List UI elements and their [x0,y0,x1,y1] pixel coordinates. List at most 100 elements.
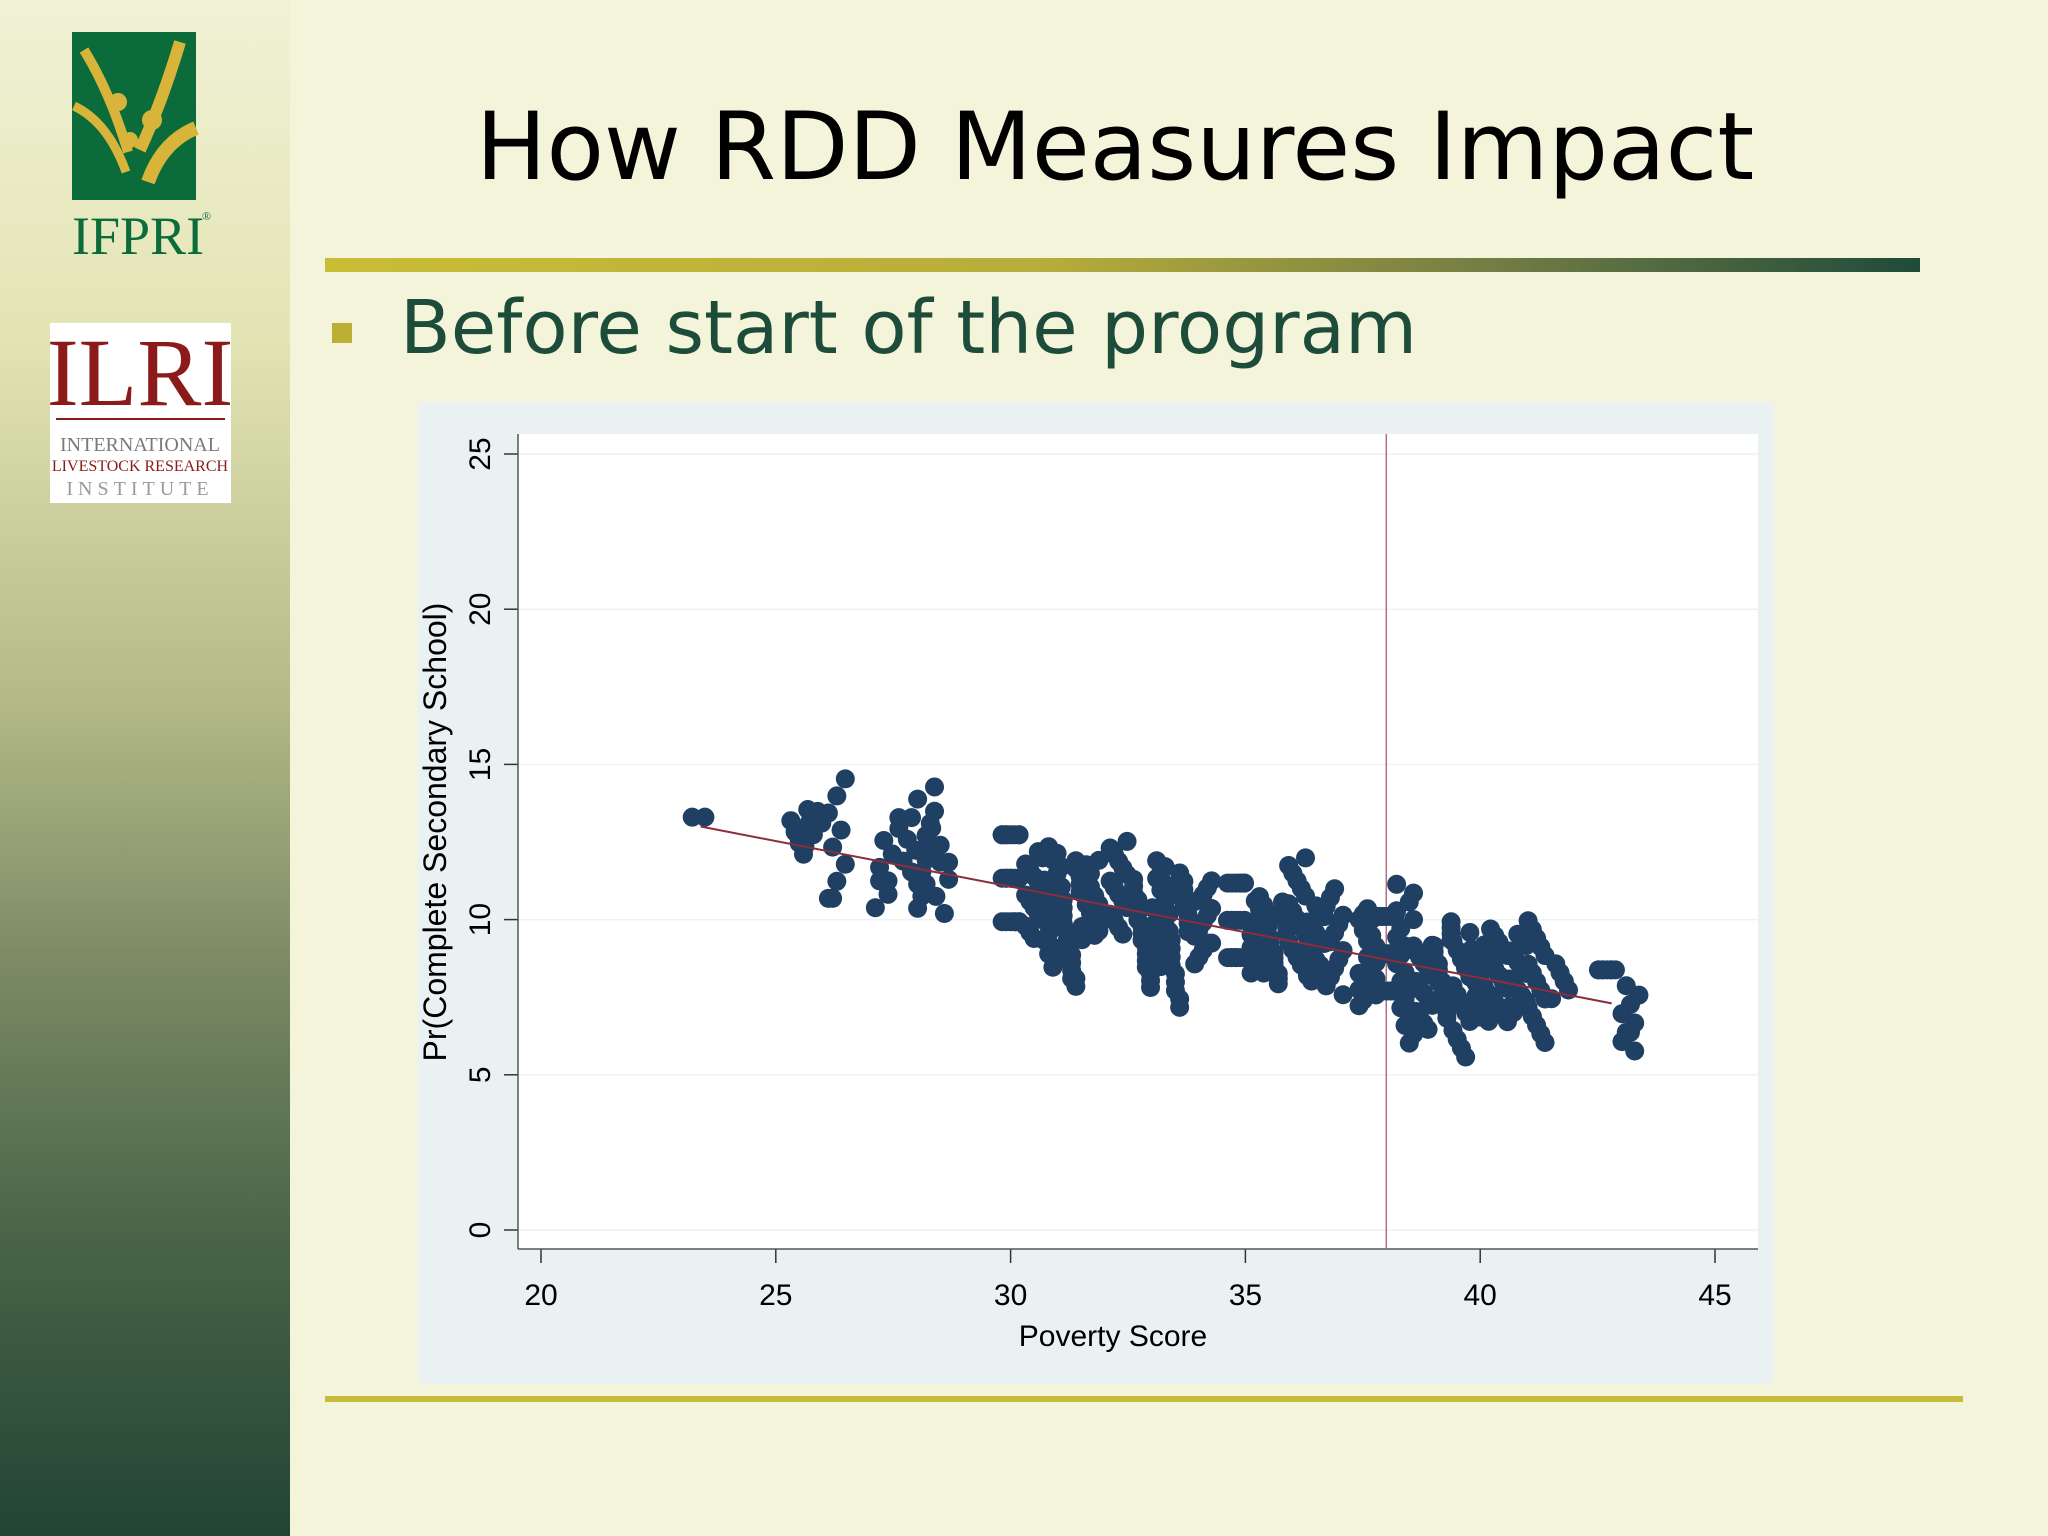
svg-text:IFPRI: IFPRI [72,206,204,262]
data-point [1057,921,1077,941]
data-point [1147,851,1167,871]
data-point [1076,894,1096,914]
data-point [835,769,855,789]
x-tick-label: 30 [994,1279,1027,1312]
bullet-marker [332,323,352,343]
data-point [1197,933,1217,953]
data-point [1161,930,1181,950]
data-point [1333,905,1353,925]
data-point [1062,945,1082,965]
data-point [1234,910,1254,930]
data-point [908,789,928,809]
data-point [831,820,851,840]
data-point [1043,870,1063,890]
data-point [1128,890,1148,910]
data-point [1395,1015,1415,1035]
data-point [1399,892,1419,912]
data-point [1349,980,1369,1000]
data-point [930,835,950,855]
data-point [1387,874,1407,894]
data-point [1302,971,1322,991]
data-point [827,786,847,806]
x-tick-label: 25 [759,1279,792,1312]
data-point [1089,850,1109,870]
data-point [1368,906,1388,926]
x-axis-label: Poverty Score [1019,1320,1207,1353]
data-point [1424,936,1444,956]
data-point [930,852,950,872]
data-point [1034,910,1054,930]
data-point [1085,925,1105,945]
data-point [827,871,847,891]
data-point [1034,930,1054,950]
data-point [1241,963,1261,983]
data-point [1625,1041,1645,1061]
x-tick-label: 40 [1464,1279,1497,1312]
data-point [1504,1002,1524,1022]
data-point [1387,954,1407,974]
data-point [870,871,890,891]
data-point [934,903,954,923]
data-point [1170,989,1190,1009]
data-point [1230,873,1250,893]
data-point [1072,859,1092,879]
data-point [865,898,885,918]
data-point [799,813,819,833]
bullet-text: Before start of the program [400,285,1418,371]
data-point [1418,1019,1438,1039]
x-tick-label: 35 [1229,1279,1262,1312]
data-point [1104,845,1124,865]
svg-text:ILRI: ILRI [50,323,231,426]
data-point [908,898,928,918]
y-tick-label: 10 [464,903,497,936]
data-point [1218,910,1238,930]
data-point [835,854,855,874]
data-point [874,831,894,851]
data-point [1296,848,1316,868]
fit-line [700,825,1612,1005]
data-point [1202,899,1222,919]
data-point [1124,869,1144,889]
bottom-divider [325,1396,1963,1402]
data-point [1349,909,1369,929]
data-point [908,874,928,894]
svg-text:®: ® [202,209,211,223]
y-tick-label: 25 [464,437,497,470]
data-point [925,777,945,797]
data-point [1399,1033,1419,1053]
data-point [1531,937,1551,957]
data-point [1410,977,1430,997]
data-point [818,888,838,908]
x-tick-label: 20 [524,1279,557,1312]
svg-text:INTERNATIONAL: INTERNATIONAL [60,434,220,456]
data-point [889,818,909,838]
data-point [926,886,946,906]
data-point [1462,965,1482,985]
data-point [1009,825,1029,845]
y-tick-label: 15 [464,748,497,781]
data-point [922,818,942,838]
data-point [1391,998,1411,1018]
data-point [1222,948,1242,968]
data-point [1522,1006,1542,1026]
svg-text:INSTITUTE: INSTITUTE [66,478,213,500]
data-point [1245,891,1265,911]
data-point [1117,831,1137,851]
data-point [1072,872,1092,892]
data-point [1147,868,1167,888]
data-point [1268,964,1288,984]
data-point [1404,910,1424,930]
data-point [1174,871,1194,891]
data-point [1333,985,1353,1005]
fit-line-group [700,825,1612,1005]
ilri-logo: ILRI INTERNATIONAL LIVESTOCK RESEARCH IN… [50,323,231,503]
data-point [1151,898,1171,918]
data-point [1466,986,1486,1006]
scatter-chart: 0 5 10 15 20 25 20 25 30 35 40 45 Poverty Score Pr(… [418,434,1758,1353]
y-tick-label: 20 [464,593,497,626]
data-point [1185,892,1205,912]
y-axis-label: Pr(Complete Secondary School) [418,603,453,1062]
y-tick-label: 5 [464,1066,497,1083]
data-point [996,868,1016,888]
data-point [1249,912,1269,932]
